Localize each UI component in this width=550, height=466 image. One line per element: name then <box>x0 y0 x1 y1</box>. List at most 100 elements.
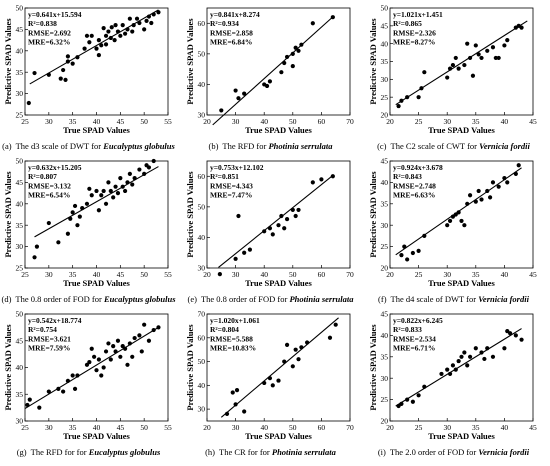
x-tick-label: 40 <box>93 117 101 126</box>
data-point <box>505 329 510 334</box>
data-point <box>233 402 238 407</box>
data-point <box>115 338 121 343</box>
y-tick-label: 30 <box>198 111 206 120</box>
y-tick-label: 30 <box>16 242 24 251</box>
chart-panel-9: 20 25 30 35 40 45 20 25 30 35 40 45 True SPAD Values… <box>368 310 537 457</box>
x-tick-label: 20 <box>203 117 211 126</box>
data-point <box>327 335 333 340</box>
data-point <box>101 365 106 370</box>
data-point <box>139 349 144 354</box>
data-point <box>293 347 298 352</box>
data-point <box>68 216 73 221</box>
y-tick-label: 40 <box>381 178 389 187</box>
data-point <box>142 322 147 327</box>
stats-line-4: MRE=6.84% <box>210 38 252 47</box>
data-point <box>132 176 137 181</box>
data-point <box>65 54 70 59</box>
data-point <box>262 229 267 234</box>
y-tick-label: 50 <box>198 49 206 58</box>
x-tick-label: 35 <box>472 270 480 279</box>
data-point <box>276 223 281 228</box>
y-tick-label: 20 <box>381 111 389 120</box>
y-axis-label: Predictive SPAD Values <box>185 171 195 258</box>
data-point <box>144 18 149 23</box>
data-point <box>89 33 94 38</box>
x-tick-label: 30 <box>45 117 53 126</box>
data-point <box>470 73 476 78</box>
y-tick-label: 45 <box>16 336 24 345</box>
data-point <box>267 79 273 84</box>
data-point <box>267 226 273 231</box>
caption-tag: (e) <box>188 294 198 304</box>
y-tick-label: 25 <box>381 242 389 251</box>
y-tick-label: 60 <box>198 333 206 342</box>
data-point <box>453 367 458 372</box>
data-point <box>505 38 510 43</box>
caption-text: The RFD for <box>222 141 268 151</box>
plot-frame <box>206 313 351 422</box>
data-point <box>137 20 142 26</box>
y-tick-label: 35 <box>381 57 389 66</box>
plot-frame <box>389 313 534 422</box>
x-tick-label: 30 <box>232 423 240 432</box>
data-point <box>123 31 128 36</box>
stats-line-3: RMSE=2.748 <box>393 181 436 190</box>
data-point <box>96 52 101 58</box>
data-point <box>137 167 142 172</box>
stats-line-2: R²=0.833 <box>393 325 422 334</box>
data-point <box>123 346 128 351</box>
data-point <box>113 23 118 28</box>
caption-species: Eucalyptus globulus <box>102 141 175 151</box>
data-point <box>123 188 128 194</box>
data-point <box>276 378 281 383</box>
data-point <box>456 210 461 215</box>
data-point <box>32 255 37 260</box>
x-tick-label: 25 <box>21 117 29 126</box>
data-point <box>142 27 147 32</box>
x-tick-label: 30 <box>45 423 53 432</box>
caption-species: Photinia serrulata <box>289 294 354 304</box>
data-point <box>505 180 510 185</box>
stats-line-4: MRE=8.27% <box>393 38 435 47</box>
data-point <box>26 100 31 106</box>
data-point <box>99 43 104 48</box>
x-tick-label: 40 <box>93 270 101 279</box>
y-tick-label: 45 <box>381 157 389 166</box>
regression-line <box>24 326 159 410</box>
caption-text: The d3 scale of DWT for <box>16 141 104 151</box>
data-point <box>422 70 427 75</box>
data-point <box>106 341 111 346</box>
x-tick-label: 20 <box>386 423 394 432</box>
x-tick-label: 20 <box>386 270 394 279</box>
data-point <box>118 354 123 359</box>
chart-panel-4: 25 30 35 40 45 50 55 25 30 35 40 45 50 True SPAD Valu… <box>1 157 176 304</box>
data-point <box>111 195 116 200</box>
stats-line-3: RMSE=2.534 <box>393 334 436 343</box>
caption-species: Vernicia fordii <box>479 141 530 151</box>
x-axis-label: True SPAD Values <box>245 125 312 135</box>
caption-tag: (h) <box>205 447 215 457</box>
data-point <box>151 327 156 333</box>
data-point <box>416 95 421 100</box>
panel-caption: (h) The CR for for Photinia serrulata <box>205 447 337 457</box>
data-point <box>94 368 99 373</box>
caption-tag: (b) <box>209 141 219 151</box>
data-point <box>130 182 135 187</box>
data-point <box>118 33 123 38</box>
data-point <box>439 371 444 377</box>
x-tick-label: 40 <box>501 270 509 279</box>
data-point <box>296 357 301 362</box>
data-point <box>330 174 335 179</box>
y-axis-label: Predictive SPAD Values <box>368 171 378 258</box>
data-point <box>502 176 507 181</box>
y-tick-label: 20 <box>381 417 389 426</box>
data-point <box>333 322 338 327</box>
x-tick-label: 35 <box>69 270 77 279</box>
stats-line-2: R²=0.843 <box>393 172 422 181</box>
x-tick-label: 50 <box>289 270 297 279</box>
x-tick-label: 30 <box>443 423 451 432</box>
chart-panel-1: 25 30 35 40 45 50 55 25 30 35 40 45 50 True SPAD Valu… <box>2 4 175 151</box>
y-tick-label: 50 <box>381 4 389 13</box>
